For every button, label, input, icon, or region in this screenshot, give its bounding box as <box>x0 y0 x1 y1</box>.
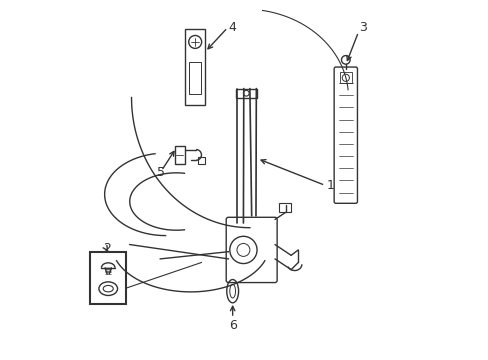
Text: 6: 6 <box>228 319 236 332</box>
Text: 4: 4 <box>228 21 236 34</box>
Bar <box>90 252 126 304</box>
Bar <box>185 30 204 105</box>
Bar <box>278 203 290 212</box>
Text: 3: 3 <box>359 21 366 34</box>
Bar <box>174 146 184 164</box>
Bar <box>235 89 257 98</box>
Bar <box>339 72 351 83</box>
Polygon shape <box>105 268 111 274</box>
Text: 2: 2 <box>102 242 110 255</box>
Bar <box>198 157 204 164</box>
Text: 1: 1 <box>325 179 333 192</box>
Bar <box>188 62 201 94</box>
Text: 5: 5 <box>156 166 164 179</box>
